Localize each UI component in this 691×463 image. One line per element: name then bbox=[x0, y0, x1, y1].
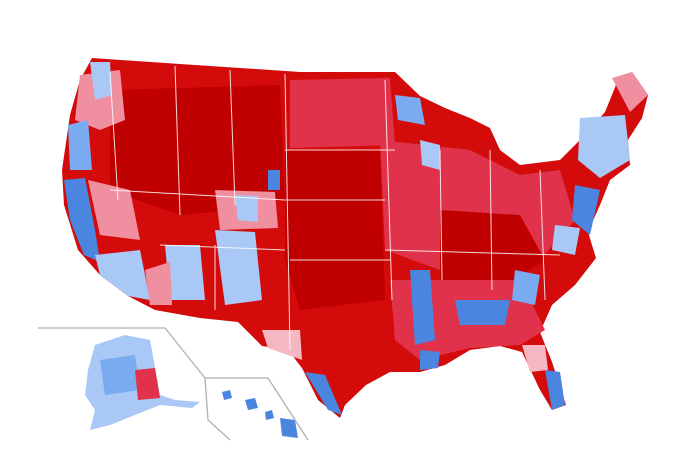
colorado-mountains bbox=[235, 195, 258, 222]
south-texas bbox=[262, 330, 302, 360]
hawaii-inset bbox=[222, 390, 298, 438]
appalachia bbox=[440, 210, 545, 290]
arizona-west bbox=[145, 262, 172, 305]
mountain-west bbox=[110, 85, 285, 215]
new-england bbox=[578, 115, 630, 178]
oregon-coast bbox=[68, 120, 92, 170]
mississippi-delta bbox=[410, 270, 435, 345]
upper-plains bbox=[290, 78, 395, 148]
plains bbox=[285, 150, 385, 310]
florida-central bbox=[522, 345, 548, 372]
virginia-north bbox=[552, 225, 580, 255]
northeast-corridor bbox=[572, 185, 600, 235]
florida-south bbox=[545, 370, 565, 410]
seattle-area bbox=[90, 62, 112, 100]
denver bbox=[268, 170, 280, 190]
alaska-inset bbox=[85, 335, 200, 430]
alaska-south bbox=[135, 368, 160, 400]
rio-grande bbox=[305, 372, 342, 415]
maine bbox=[612, 72, 648, 112]
contiguous-us bbox=[62, 58, 648, 418]
california-south bbox=[95, 250, 150, 300]
arizona bbox=[165, 245, 205, 300]
state-borders bbox=[109, 65, 561, 351]
black-belt bbox=[455, 300, 510, 325]
wisconsin bbox=[420, 140, 440, 170]
inset-borders bbox=[38, 327, 309, 441]
nevada bbox=[88, 180, 140, 240]
alaska-interior bbox=[100, 355, 140, 395]
california-coast bbox=[64, 178, 100, 262]
minnesota-metro bbox=[395, 95, 425, 125]
georgia bbox=[512, 270, 540, 305]
louisiana bbox=[420, 350, 440, 370]
hawaii-islands bbox=[222, 390, 298, 438]
